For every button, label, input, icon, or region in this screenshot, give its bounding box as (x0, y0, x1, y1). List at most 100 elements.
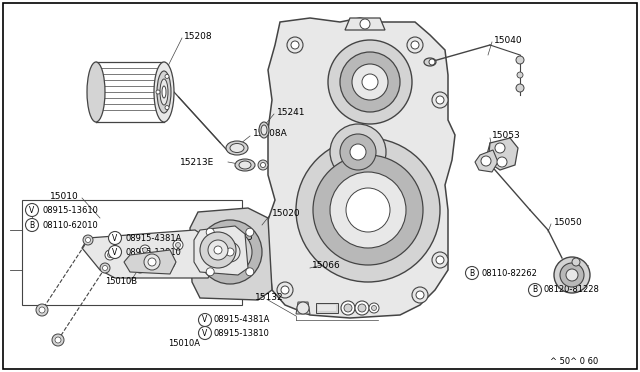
Circle shape (198, 327, 211, 340)
Text: 15040: 15040 (494, 35, 523, 45)
Circle shape (465, 266, 479, 279)
Text: B: B (532, 285, 538, 295)
Text: 08915-4381A: 08915-4381A (214, 315, 270, 324)
Circle shape (165, 74, 169, 78)
Circle shape (52, 334, 64, 346)
Circle shape (432, 92, 448, 108)
Circle shape (432, 252, 448, 268)
Text: 15010B: 15010B (105, 278, 137, 286)
Circle shape (105, 250, 115, 260)
Circle shape (572, 258, 580, 266)
Circle shape (529, 283, 541, 296)
Text: V: V (113, 234, 118, 243)
Circle shape (481, 156, 491, 166)
Circle shape (206, 268, 214, 276)
Text: V: V (202, 315, 207, 324)
Polygon shape (124, 250, 176, 274)
Circle shape (208, 230, 252, 274)
Circle shape (281, 286, 289, 294)
Text: V: V (202, 328, 207, 337)
Circle shape (246, 228, 254, 236)
Text: 15208A: 15208A (253, 128, 288, 138)
Ellipse shape (162, 86, 166, 98)
Circle shape (340, 134, 376, 170)
Circle shape (109, 246, 122, 259)
Circle shape (100, 263, 110, 273)
Circle shape (436, 96, 444, 104)
Text: V: V (29, 205, 35, 215)
Circle shape (200, 232, 236, 268)
Circle shape (102, 266, 108, 270)
Circle shape (260, 163, 266, 167)
Text: 15025: 15025 (225, 232, 253, 241)
Ellipse shape (160, 79, 168, 105)
Polygon shape (170, 87, 230, 153)
Circle shape (156, 90, 160, 94)
Text: 08915-4381A: 08915-4381A (125, 234, 181, 243)
Text: 08915-13810: 08915-13810 (214, 328, 270, 337)
Polygon shape (190, 208, 272, 300)
Text: 15241: 15241 (277, 108, 305, 116)
Text: 08915-13810: 08915-13810 (125, 247, 181, 257)
Text: 08110-62010: 08110-62010 (42, 221, 98, 230)
Circle shape (369, 303, 379, 313)
Circle shape (436, 256, 444, 264)
Polygon shape (194, 226, 248, 275)
Circle shape (39, 307, 45, 313)
Circle shape (517, 72, 523, 78)
Text: 15020: 15020 (272, 208, 301, 218)
Polygon shape (345, 18, 385, 30)
Circle shape (346, 188, 390, 232)
Circle shape (330, 172, 406, 248)
Circle shape (296, 138, 440, 282)
Ellipse shape (157, 71, 171, 113)
Bar (316, 303, 338, 313)
Circle shape (516, 56, 524, 64)
Text: V: V (113, 247, 118, 257)
Circle shape (55, 337, 61, 343)
Circle shape (83, 235, 93, 245)
Ellipse shape (230, 144, 244, 153)
Circle shape (407, 37, 423, 53)
Text: ^ 50^ 0 60: ^ 50^ 0 60 (550, 357, 598, 366)
Circle shape (208, 240, 228, 260)
Text: 15213E: 15213E (180, 157, 214, 167)
Ellipse shape (154, 62, 174, 122)
Circle shape (175, 243, 180, 247)
Polygon shape (296, 302, 310, 314)
Circle shape (412, 287, 428, 303)
Circle shape (362, 74, 378, 90)
Ellipse shape (261, 125, 267, 135)
Circle shape (277, 282, 293, 298)
Circle shape (411, 41, 419, 49)
Ellipse shape (87, 62, 105, 122)
Circle shape (291, 41, 299, 49)
Text: B: B (29, 221, 35, 230)
Circle shape (214, 246, 222, 254)
Text: 08120-81228: 08120-81228 (544, 285, 600, 295)
Text: 08915-13610: 08915-13610 (42, 205, 98, 215)
Circle shape (168, 260, 173, 266)
Circle shape (516, 84, 524, 92)
Circle shape (497, 157, 507, 167)
Circle shape (495, 143, 505, 153)
Circle shape (340, 52, 400, 112)
Circle shape (148, 258, 156, 266)
Circle shape (140, 245, 150, 255)
Text: 08110-82262: 08110-82262 (482, 269, 538, 278)
Circle shape (36, 304, 48, 316)
Circle shape (220, 242, 240, 262)
Circle shape (138, 266, 143, 270)
Ellipse shape (259, 122, 269, 138)
Text: 15053: 15053 (492, 131, 521, 140)
Circle shape (26, 203, 38, 217)
Circle shape (328, 40, 412, 124)
Ellipse shape (226, 141, 248, 155)
Ellipse shape (235, 159, 255, 171)
Circle shape (371, 305, 376, 311)
Text: 15132: 15132 (255, 294, 284, 302)
Text: 15208: 15208 (184, 32, 212, 41)
Circle shape (135, 263, 145, 273)
Circle shape (344, 304, 352, 312)
Circle shape (198, 220, 262, 284)
